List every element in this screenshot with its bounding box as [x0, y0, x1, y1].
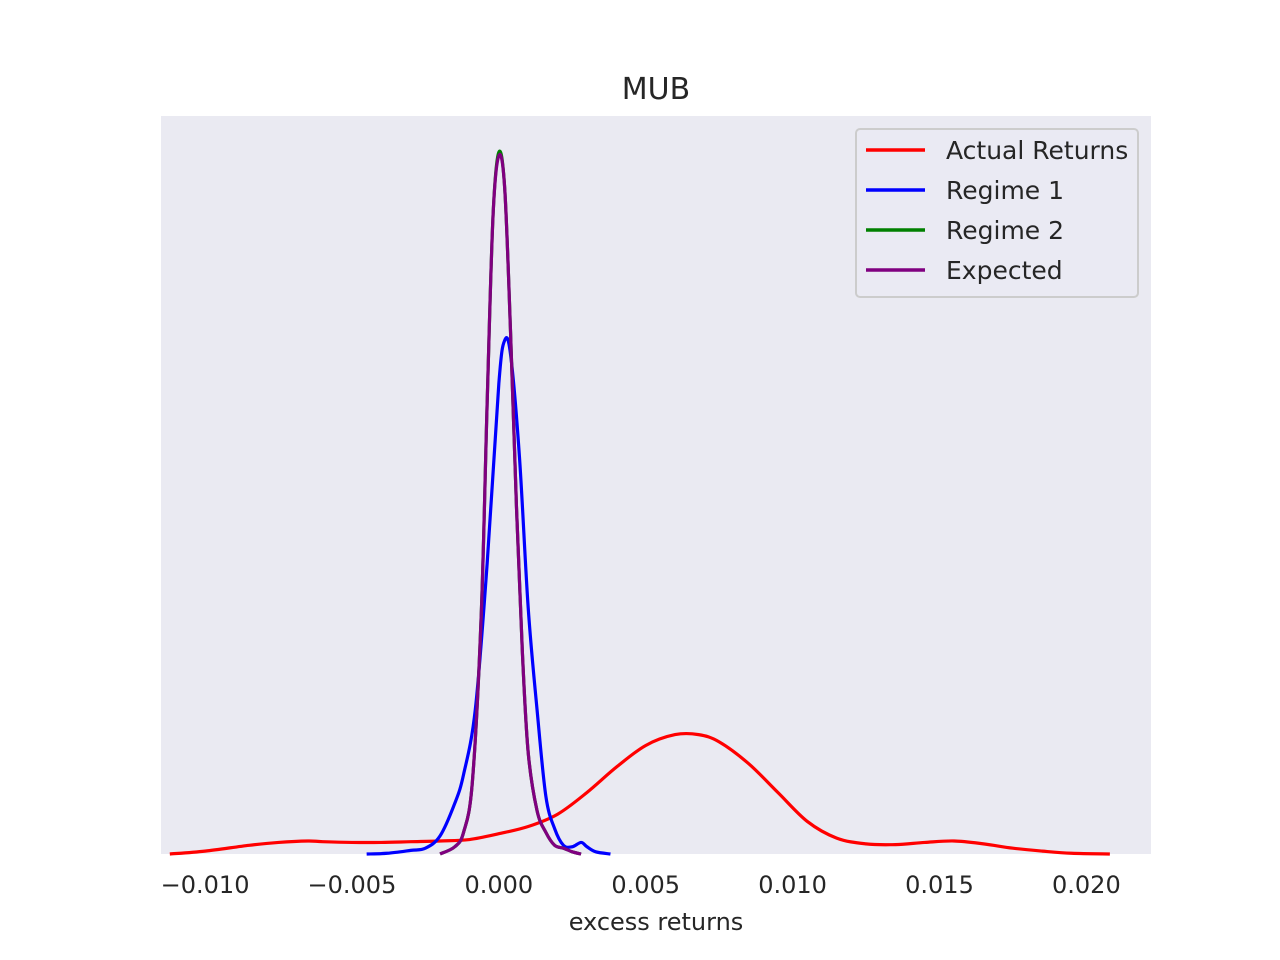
- series-line-expected: [439, 152, 582, 856]
- x-tick-label: 0.000: [464, 871, 533, 899]
- chart-title: MUB: [622, 72, 690, 107]
- series-layer: [169, 149, 1110, 856]
- series-line-actual-returns: [169, 731, 1110, 856]
- legend-frame: [855, 128, 1139, 298]
- x-tick-label: 0.015: [905, 871, 974, 899]
- legend-label: Regime 2: [946, 216, 1064, 245]
- x-tick-label: 0.020: [1052, 871, 1121, 899]
- x-axis: −0.010 −0.005 0.000 0.005 0.010 0.015 0.020: [161, 871, 1121, 899]
- x-tick-label: 0.005: [611, 871, 680, 899]
- x-tick-label: 0.010: [758, 871, 827, 899]
- legend-label: Actual Returns: [946, 136, 1128, 165]
- legend-label: Regime 1: [946, 176, 1064, 205]
- legend-label: Expected: [946, 256, 1063, 285]
- x-tick-label: −0.010: [161, 871, 250, 899]
- x-tick-label: −0.005: [308, 871, 397, 899]
- legend: Actual Returns Regime 1 Regime 2 Expected: [855, 128, 1139, 298]
- x-axis-label: excess returns: [569, 908, 744, 936]
